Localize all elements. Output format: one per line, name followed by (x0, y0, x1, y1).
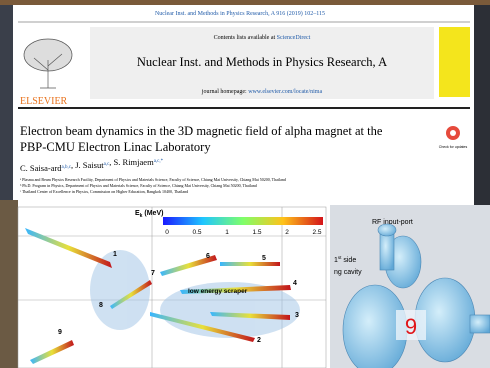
top-edge (0, 0, 490, 5)
link[interactable]: ScienceDirect (277, 35, 311, 41)
author-sup: a,c,* (154, 159, 164, 164)
trajectory-label: 7 (151, 270, 155, 277)
colorbar-tick: 1 (225, 229, 229, 236)
label-unit: (MeV) (142, 210, 163, 217)
trajectory-label: 4 (293, 280, 297, 287)
t: side (341, 257, 356, 264)
right-edge (474, 0, 490, 205)
trajectory-label: 9 (58, 329, 62, 336)
contents: Contents lists available at ScienceDirec… (214, 35, 311, 41)
trajectory-label: 1 (113, 251, 117, 258)
page: Nuclear Inst. and Methods in Physics Res… (0, 0, 490, 368)
author-name: , J. Saisut (71, 160, 104, 170)
contents-text: Contents lists available at (214, 35, 276, 41)
author-name: , S. Rimjaem (109, 157, 154, 167)
title-line: Electron beam dynamics in the 3D magneti… (20, 124, 383, 138)
colorbar-tick: 2.5 (312, 229, 321, 236)
homepage: journal homepage: www.elsevier.com/locat… (201, 89, 323, 95)
scraper-label: low energy scraper (188, 288, 248, 295)
trajectory-label: 8 (99, 302, 103, 309)
author-name: C. Saisa-ard (20, 163, 62, 173)
check-text: Check for updates (439, 145, 468, 149)
publisher: ELSEVIER (20, 96, 68, 107)
colorbar-tick: 0.5 (192, 229, 201, 236)
cover (439, 27, 470, 97)
colorbar-tick: 0 (165, 229, 169, 236)
colorbar-tick: 1.5 (252, 229, 261, 236)
trajectory-label: 3 (295, 312, 299, 319)
homepage-text: journal homepage: (201, 89, 247, 95)
trajectory-label: 5 (262, 255, 266, 262)
journal-title: Nuclear Inst. and Methods in Physics Res… (137, 55, 387, 69)
title-line: PBP-CMU Electron Linac Laboratory (20, 140, 211, 154)
colorbar-tick: 2 (285, 229, 289, 236)
side-label: 1st side (334, 255, 356, 264)
link[interactable]: www.elsevier.com/locate/nima (248, 89, 322, 95)
cavity-label: ng cavity (334, 269, 362, 276)
trajectory-label: 2 (257, 337, 261, 344)
trajectory-label: 6 (206, 253, 210, 260)
badge: 9 (405, 314, 417, 339)
figure-right: RF input-port 1st side ng cavity 9 (330, 205, 490, 368)
left-photo (0, 200, 18, 368)
citation: Nuclear Inst. and Methods in Physics Res… (155, 10, 325, 17)
